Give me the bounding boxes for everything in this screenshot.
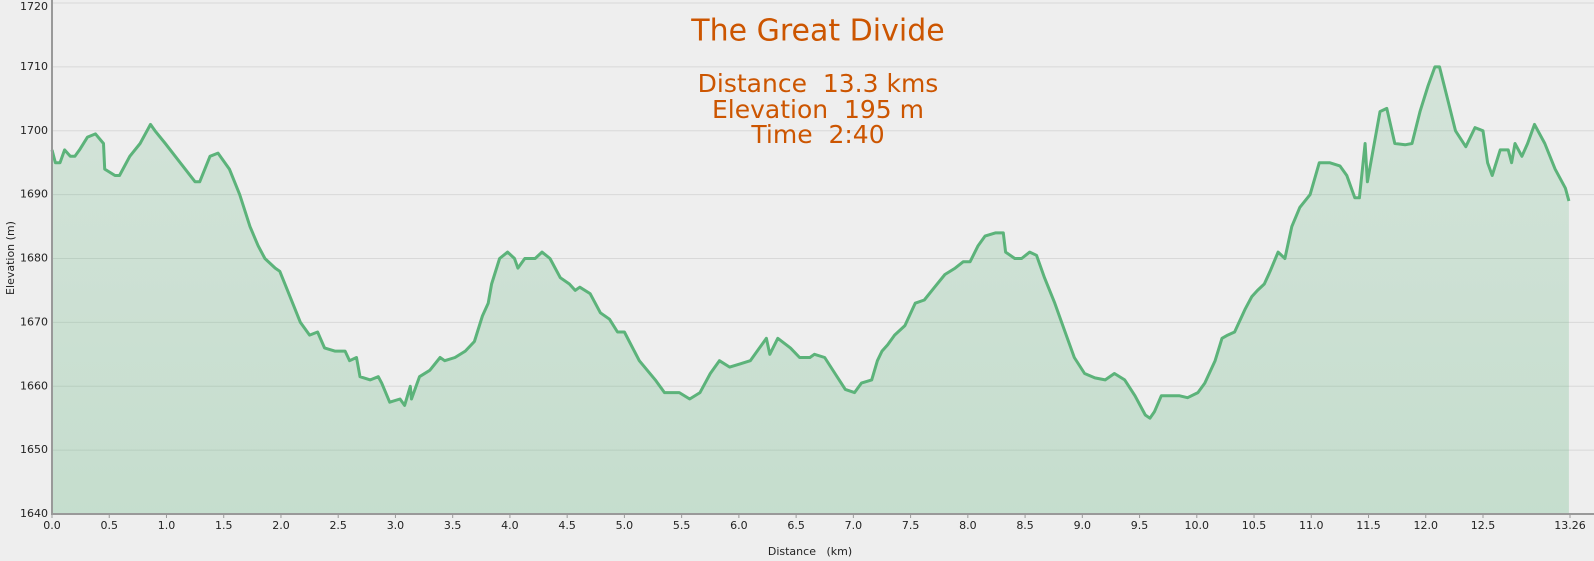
x-tick-label: 6.0 bbox=[730, 519, 748, 532]
x-tick-label: 13.26 bbox=[1554, 519, 1586, 532]
x-tick-label: 10.0 bbox=[1185, 519, 1210, 532]
x-tick-label: 9.5 bbox=[1131, 519, 1149, 532]
annotation: Time 2:40 bbox=[750, 120, 884, 149]
x-tick-label: 1.5 bbox=[215, 519, 233, 532]
x-tick-label: 4.0 bbox=[501, 519, 519, 532]
y-tick-label: 1670 bbox=[20, 315, 48, 328]
x-tick-label: 3.0 bbox=[387, 519, 405, 532]
x-tick-label: 7.0 bbox=[845, 519, 863, 532]
y-tick-label: 1720 bbox=[20, 0, 48, 13]
y-tick-label: 1640 bbox=[20, 507, 48, 520]
x-tick-label: 12.0 bbox=[1414, 519, 1439, 532]
x-tick-label: 12.5 bbox=[1471, 519, 1496, 532]
y-tick-label: 1680 bbox=[20, 252, 48, 265]
x-tick-label: 7.5 bbox=[902, 519, 920, 532]
x-tick-label: 3.5 bbox=[444, 519, 462, 532]
y-tick-label: 1690 bbox=[20, 188, 48, 201]
y-tick-label: 1700 bbox=[20, 124, 48, 137]
y-tick-label: 1650 bbox=[20, 443, 48, 456]
x-tick-label: 0.0 bbox=[43, 519, 61, 532]
x-tick-label: 11.5 bbox=[1356, 519, 1381, 532]
x-tick-label: 10.5 bbox=[1242, 519, 1267, 532]
elevation-line bbox=[50, 65, 1571, 420]
x-tick-label: 4.5 bbox=[558, 519, 576, 532]
annotation: Elevation 195 m bbox=[712, 95, 924, 124]
chart-title: The Great Divide bbox=[690, 14, 944, 49]
y-tick-label: 1660 bbox=[20, 379, 48, 392]
x-tick-label: 9.0 bbox=[1074, 519, 1092, 532]
x-tick-label: 8.0 bbox=[959, 519, 977, 532]
y-axis-label: Elevation (m) bbox=[4, 221, 17, 295]
annotation: Distance 13.3 kms bbox=[698, 69, 939, 98]
x-tick-label: 0.5 bbox=[100, 519, 118, 532]
x-tick-label: 2.5 bbox=[329, 519, 347, 532]
x-tick-label: 6.5 bbox=[787, 519, 805, 532]
y-tick-label: 1710 bbox=[20, 60, 48, 73]
x-axis-label: Distance (km) bbox=[768, 545, 852, 558]
area-fill bbox=[52, 66, 1569, 515]
x-tick-label: 11.0 bbox=[1299, 519, 1324, 532]
x-tick-label: 5.5 bbox=[673, 519, 691, 532]
x-tick-label: 8.5 bbox=[1016, 519, 1034, 532]
x-tick-label: 5.0 bbox=[616, 519, 634, 532]
x-tick-label: 1.0 bbox=[158, 519, 176, 532]
x-tick-label: 2.0 bbox=[272, 519, 290, 532]
plot bbox=[50, 65, 1571, 515]
